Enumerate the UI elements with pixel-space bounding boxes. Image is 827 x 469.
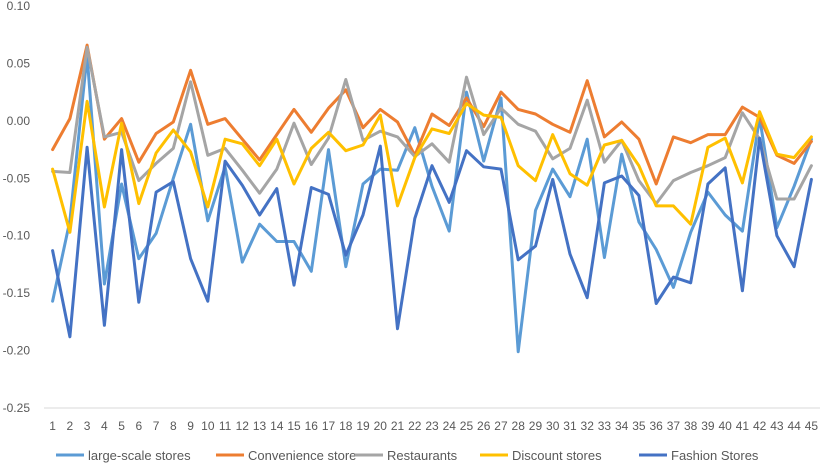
x-tick-label: 35: [632, 419, 646, 433]
x-tick-label: 15: [287, 419, 301, 433]
x-tick-label: 22: [408, 419, 422, 433]
x-tick-label: 24: [443, 419, 457, 433]
x-tick-label: 30: [546, 419, 560, 433]
x-tick-label: 29: [529, 419, 543, 433]
y-tick-label: -0.25: [3, 401, 31, 415]
axes: 0.100.050.00-0.05-0.10-0.15-0.20-0.251 2 3…: [3, 0, 820, 433]
x-tick-label: 6: [136, 419, 143, 433]
legend: large-scale stores Convenience store Resta…: [56, 448, 759, 463]
x-tick-label: 14: [270, 419, 284, 433]
x-tick-label: 41: [736, 419, 750, 433]
y-tick-label: 0.00: [7, 114, 31, 128]
y-tick-label: -0.05: [3, 171, 31, 185]
x-tick-label: 32: [581, 419, 595, 433]
x-tick-label: 27: [494, 419, 508, 433]
x-tick-label: 25: [460, 419, 474, 433]
series-lines: [51, 43, 813, 354]
x-tick-label: 11: [219, 419, 232, 433]
legend-label: Fashion Stores: [671, 448, 759, 463]
y-tick-label: -0.15: [3, 286, 31, 300]
x-tick-label: 43: [770, 419, 784, 433]
x-tick-label: 13: [253, 419, 267, 433]
x-tick-label: 3: [84, 419, 91, 433]
legend-label: Discount stores: [512, 448, 602, 463]
x-tick-label: 21: [391, 419, 405, 433]
x-tick-label: 9: [187, 419, 194, 433]
y-tick-label: -0.20: [3, 344, 31, 358]
x-tick-label: 20: [374, 419, 388, 433]
x-tick-label: 40: [718, 419, 732, 433]
x-tick-label: 39: [701, 419, 715, 433]
x-tick-label: 18: [339, 419, 353, 433]
x-tick-label: 8: [170, 419, 177, 433]
x-tick-label: 28: [512, 419, 526, 433]
x-tick-label: 5: [118, 419, 125, 433]
x-tick-label: 38: [684, 419, 698, 433]
y-tick-label: -0.10: [3, 229, 31, 243]
series-line: [51, 99, 813, 234]
x-tick-label: 44: [787, 419, 801, 433]
x-tick-label: 19: [356, 419, 370, 433]
x-tick-label: 33: [598, 419, 612, 433]
x-tick-label: 23: [425, 419, 439, 433]
x-tick-label: 4: [101, 419, 108, 433]
x-tick-label: 45: [805, 419, 819, 433]
legend-label: Convenience store: [248, 448, 356, 463]
x-tick-label: 1: [49, 419, 56, 433]
x-tick-label: 10: [201, 419, 215, 433]
x-tick-label: 26: [477, 419, 491, 433]
legend-label: large-scale stores: [88, 448, 191, 463]
x-tick-label: 16: [305, 419, 319, 433]
series-line: [51, 136, 813, 339]
y-tick-label: 0.05: [7, 56, 31, 70]
x-tick-label: 31: [563, 419, 577, 433]
x-tick-label: 37: [667, 419, 681, 433]
series-line: [51, 43, 813, 186]
x-tick-label: 2: [67, 419, 74, 433]
series-line: [51, 53, 813, 354]
x-tick-label: 17: [322, 419, 336, 433]
x-tick-label: 36: [649, 419, 663, 433]
y-tick-label: 0.10: [7, 0, 31, 13]
x-tick-label: 42: [753, 419, 767, 433]
x-tick-label: 34: [615, 419, 629, 433]
x-tick-label: 7: [153, 419, 160, 433]
legend-label: Restaurants: [387, 448, 458, 463]
series-line: [51, 45, 813, 206]
x-tick-label: 12: [236, 419, 250, 433]
